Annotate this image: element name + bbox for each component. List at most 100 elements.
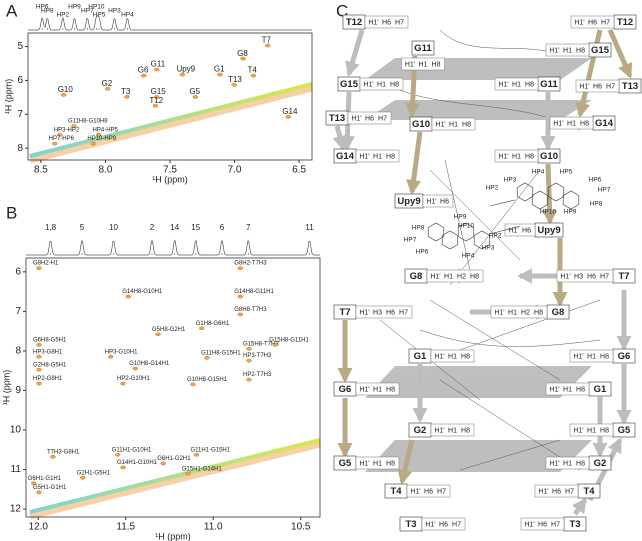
peak-label: G2 — [102, 79, 113, 88]
y-tick-label: 9 — [15, 385, 21, 396]
atom-box — [421, 517, 466, 531]
atom-label: H6 — [424, 488, 433, 495]
diagonal — [28, 438, 322, 520]
atom-label: H8 — [580, 120, 589, 127]
projection-label: HP6 — [36, 4, 49, 11]
atom-label: H1' — [549, 386, 559, 393]
peak-label: T12 — [149, 96, 163, 105]
projection-label: HP2 — [57, 12, 70, 19]
atom-label: H1' — [508, 227, 518, 234]
cross-peak — [36, 266, 42, 270]
node-box — [411, 40, 435, 56]
atom-label: H1 — [419, 61, 428, 68]
node-label: G11 — [540, 79, 558, 90]
peak-label: G2H8-G5H1 — [33, 362, 67, 368]
ligand-bond — [489, 225, 521, 235]
node-label: Upy9 — [397, 196, 420, 207]
cross-peak — [50, 454, 56, 459]
node-label: G11 — [414, 43, 432, 54]
cross-peak — [246, 358, 252, 363]
atom-box — [355, 305, 413, 319]
atom-label: H1' — [498, 153, 508, 160]
atom-label: H8 — [534, 309, 543, 316]
panel-label: B — [6, 203, 17, 222]
projection-label: 5 — [80, 223, 85, 232]
y-axis-label: ¹H (ppm) — [1, 370, 11, 406]
cross-peak — [31, 481, 37, 486]
peak-label: HP3-T7H3 — [243, 353, 272, 359]
ligand-ring — [473, 230, 491, 250]
projection-label: HP5 — [93, 12, 106, 19]
peak-label: G10H8-G15H1 — [187, 377, 228, 383]
cross-peak — [217, 72, 223, 77]
peak-label: Upy9 — [176, 65, 195, 74]
cross-peak — [120, 381, 126, 386]
cross-peak — [108, 354, 114, 359]
x-tick-label: 11.5 — [116, 522, 135, 533]
atom-label: H1 — [563, 386, 572, 393]
atom-label: H1 — [449, 121, 458, 128]
peak-label: G6H1-G2H1 — [157, 456, 191, 462]
atom-label: H8 — [386, 153, 395, 160]
ligand-label: HP9 — [564, 209, 577, 216]
peak-label: G14H1-G10H1 — [117, 460, 158, 466]
cross-peak — [237, 266, 243, 270]
cross-peak — [190, 382, 196, 387]
peak-label: G8H2-H1 — [33, 261, 59, 267]
ligand-ring — [441, 230, 459, 250]
atom-box — [422, 194, 454, 208]
peak-label: G5 — [189, 87, 200, 96]
peak-label: G1H8-G6H1 — [196, 321, 230, 327]
projection — [26, 239, 320, 256]
atom-label: H8 — [432, 61, 441, 68]
cross-peak — [104, 87, 111, 91]
ligand-bond — [489, 199, 516, 207]
atom-label: H1' — [359, 153, 369, 160]
atom-label: H1 — [444, 273, 453, 280]
atom-label: H1 — [373, 153, 382, 160]
peak-label: G11 — [151, 60, 166, 69]
atom-box — [569, 423, 614, 437]
atom-label: H7 — [600, 273, 609, 280]
projection — [28, 15, 312, 31]
node-label: G10 — [540, 151, 558, 162]
ligand-label: HP4 — [462, 253, 475, 260]
peak-label: HP2-G10H1 — [117, 376, 150, 382]
atom-label: H6 — [593, 83, 602, 90]
y-tick-label: 12 — [10, 504, 22, 515]
atom-label: H1' — [574, 19, 584, 26]
peak-label: G8 — [237, 49, 248, 58]
peak-label: G10 — [58, 85, 74, 94]
ligand-label: HP2 — [489, 233, 502, 240]
ligand-label: HP8 — [412, 225, 425, 232]
atom-label: H1 — [587, 427, 596, 434]
atom-box — [520, 517, 565, 531]
y-tick-label: 6 — [17, 75, 23, 86]
ligand-label: HP7 — [598, 187, 611, 194]
atom-label: H1' — [573, 427, 583, 434]
atom-label: H1' — [549, 47, 559, 54]
node-label: G6 — [339, 384, 352, 395]
cross-peak — [124, 95, 130, 99]
cross-peak — [237, 294, 243, 299]
arrow — [397, 439, 415, 485]
node-label: G8 — [552, 307, 565, 318]
cross-peak — [90, 141, 97, 146]
node-label: G8 — [410, 271, 423, 282]
atom-label: H6 — [382, 19, 391, 26]
ligand-label: HP3 — [482, 245, 495, 252]
atom-label: H1 — [563, 460, 572, 467]
node-label: G5 — [618, 425, 631, 436]
ligand-label: HP4 — [532, 169, 545, 176]
y-tick-label: 10 — [10, 425, 22, 436]
ligand-label: HP6 — [589, 177, 602, 184]
cross-peak — [192, 95, 199, 99]
cross-peak — [153, 67, 160, 72]
cross-peak — [95, 133, 102, 137]
atom-box — [431, 117, 476, 131]
node-label: G5 — [339, 458, 352, 469]
cross-peak — [36, 354, 42, 359]
atom-label: H1' — [351, 115, 361, 122]
atom-label: H8 — [525, 81, 534, 88]
atom-label: H1 — [377, 81, 386, 88]
